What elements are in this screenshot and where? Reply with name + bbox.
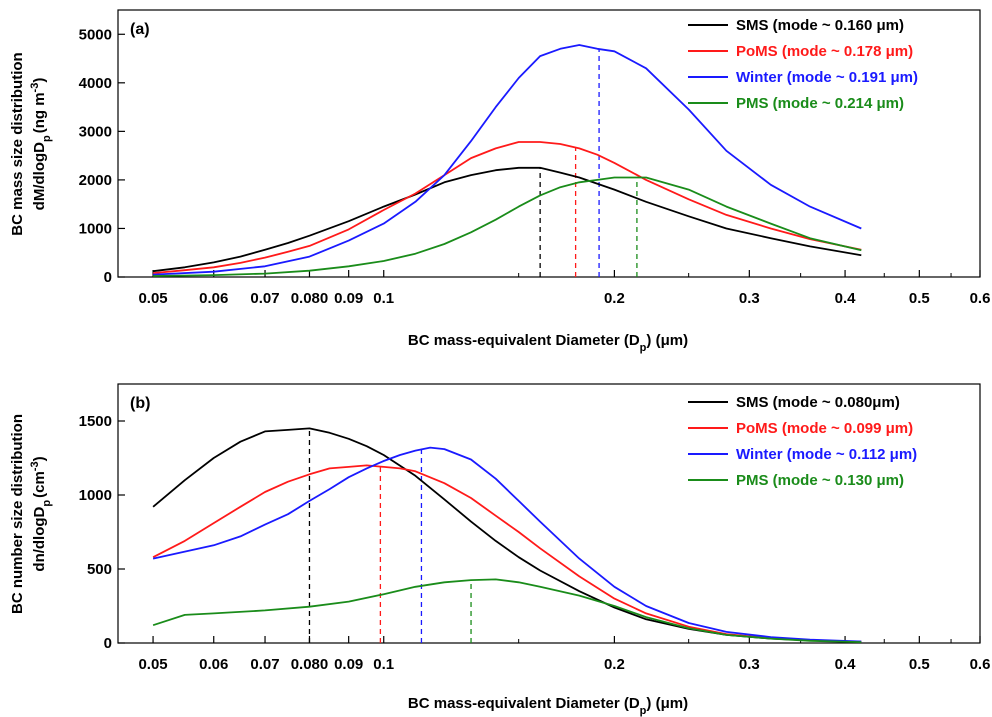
series-line-b-pms — [152, 578, 862, 643]
legend-entry-a-3: PMS (mode ~ 0.214 μm) — [736, 95, 904, 112]
x-tick-label-b-0-6: 0.6 — [970, 656, 991, 673]
legend-b: SMS (mode ~ 0.080μm) PoMS (mode ~ 0.099 μ… — [688, 394, 917, 489]
y-axis-label-line1-a: BC mass size distribution — [9, 52, 26, 235]
x-tick-label-a-0-2: 0.2 — [604, 290, 625, 307]
x-tick-label-a-0-06: 0.06 — [199, 290, 228, 307]
x-tick-label-a-0-080: 0.080 — [291, 290, 329, 307]
y-tick-label-b-1500: 1500 — [79, 413, 112, 430]
y-tick-label-b-500: 500 — [87, 561, 112, 578]
panel-a-mass-distribution: 0.05 0.06 0.07 0.080 0.09 0.1 0.2 0.3 0.4 0.5 0.6 0… — [9, 9, 991, 354]
y-tick-label-a-4000: 4000 — [79, 75, 112, 92]
legend-entry-b-1: PoMS (mode ~ 0.099 μm) — [736, 420, 913, 437]
x-tick-label-b-0-3: 0.3 — [739, 656, 760, 673]
y-tick-label-a-0: 0 — [104, 269, 112, 286]
legend-entry-b-2: Winter (mode ~ 0.112 μm) — [736, 446, 917, 463]
x-tick-label-a-0-1: 0.1 — [373, 290, 394, 307]
y-tick-label-a-1000: 1000 — [79, 220, 112, 237]
y-tick-label-a-2000: 2000 — [79, 172, 112, 189]
panel-b-number-distribution: 0.05 0.06 0.07 0.080 0.09 0.1 0.2 0.3 0.4 0.5 0.6 0… — [9, 383, 991, 717]
series-line-b-poms — [152, 464, 862, 643]
y-tick-label-b-1000: 1000 — [79, 487, 112, 504]
x-axis-label-b: BC mass-equivalent Diameter (Dp) (μm) — [408, 695, 688, 717]
x-tick-label-b-0-4: 0.4 — [835, 656, 857, 673]
legend-entry-a-2: Winter (mode ~ 0.191 μm) — [736, 69, 918, 86]
x-tick-label-b-0-05: 0.05 — [138, 656, 167, 673]
x-axis-label-a: BC mass-equivalent Diameter (Dp) (μm) — [408, 332, 688, 354]
x-tick-label-b-0-5: 0.5 — [909, 656, 930, 673]
legend-entry-b-3: PMS (mode ~ 0.130 μm) — [736, 472, 904, 489]
series-line-a-poms — [153, 141, 862, 274]
y-axis-label-line2-a: dM/dlogDp(ng m-3) — [29, 78, 53, 211]
x-tick-label-b-0-1: 0.1 — [373, 656, 394, 673]
x-tick-label-a-0-6: 0.6 — [970, 290, 991, 307]
series-line-a-pms — [153, 176, 862, 277]
x-tick-label-b-0-2: 0.2 — [604, 656, 625, 673]
x-tick-label-b-0-07: 0.07 — [250, 656, 279, 673]
series-line-a-winter — [153, 44, 862, 276]
x-tick-label-b-0-06: 0.06 — [199, 656, 228, 673]
x-tick-label-a-0-07: 0.07 — [250, 290, 279, 307]
legend-entry-a-0: SMS (mode ~ 0.160 μm) — [736, 17, 904, 34]
x-tick-label-a-0-5: 0.5 — [909, 290, 930, 307]
plot-frame-a — [117, 9, 981, 278]
legend-entry-a-1: PoMS (mode ~ 0.178 μm) — [736, 43, 913, 60]
y-axis-label-line2-b: dn/dlogDp(cm-3) — [29, 456, 53, 571]
panel-label-a: (a) — [130, 21, 150, 38]
x-tick-label-b-0-080: 0.080 — [291, 656, 329, 673]
x-tick-label-a-0-05: 0.05 — [138, 290, 167, 307]
y-tick-label-a-3000: 3000 — [79, 123, 112, 140]
plot-frame-b — [117, 383, 981, 644]
series-line-b-winter — [152, 446, 862, 643]
legend-a: SMS (mode ~ 0.160 μm) PoMS (mode ~ 0.178 … — [688, 17, 918, 112]
x-tick-label-a-0-4: 0.4 — [835, 290, 857, 307]
x-tick-label-a-0-3: 0.3 — [739, 290, 760, 307]
y-tick-label-a-5000: 5000 — [79, 26, 112, 43]
y-tick-label-b-0: 0 — [104, 635, 112, 652]
series-line-a-sms — [152, 166, 862, 273]
panel-label-b: (b) — [130, 395, 150, 412]
x-tick-label-b-0-09: 0.09 — [334, 656, 363, 673]
y-axis-label-line1-b: BC number size distribution — [9, 414, 26, 614]
x-tick-label-a-0-09: 0.09 — [334, 290, 363, 307]
legend-entry-b-0: SMS (mode ~ 0.080μm) — [736, 394, 900, 411]
